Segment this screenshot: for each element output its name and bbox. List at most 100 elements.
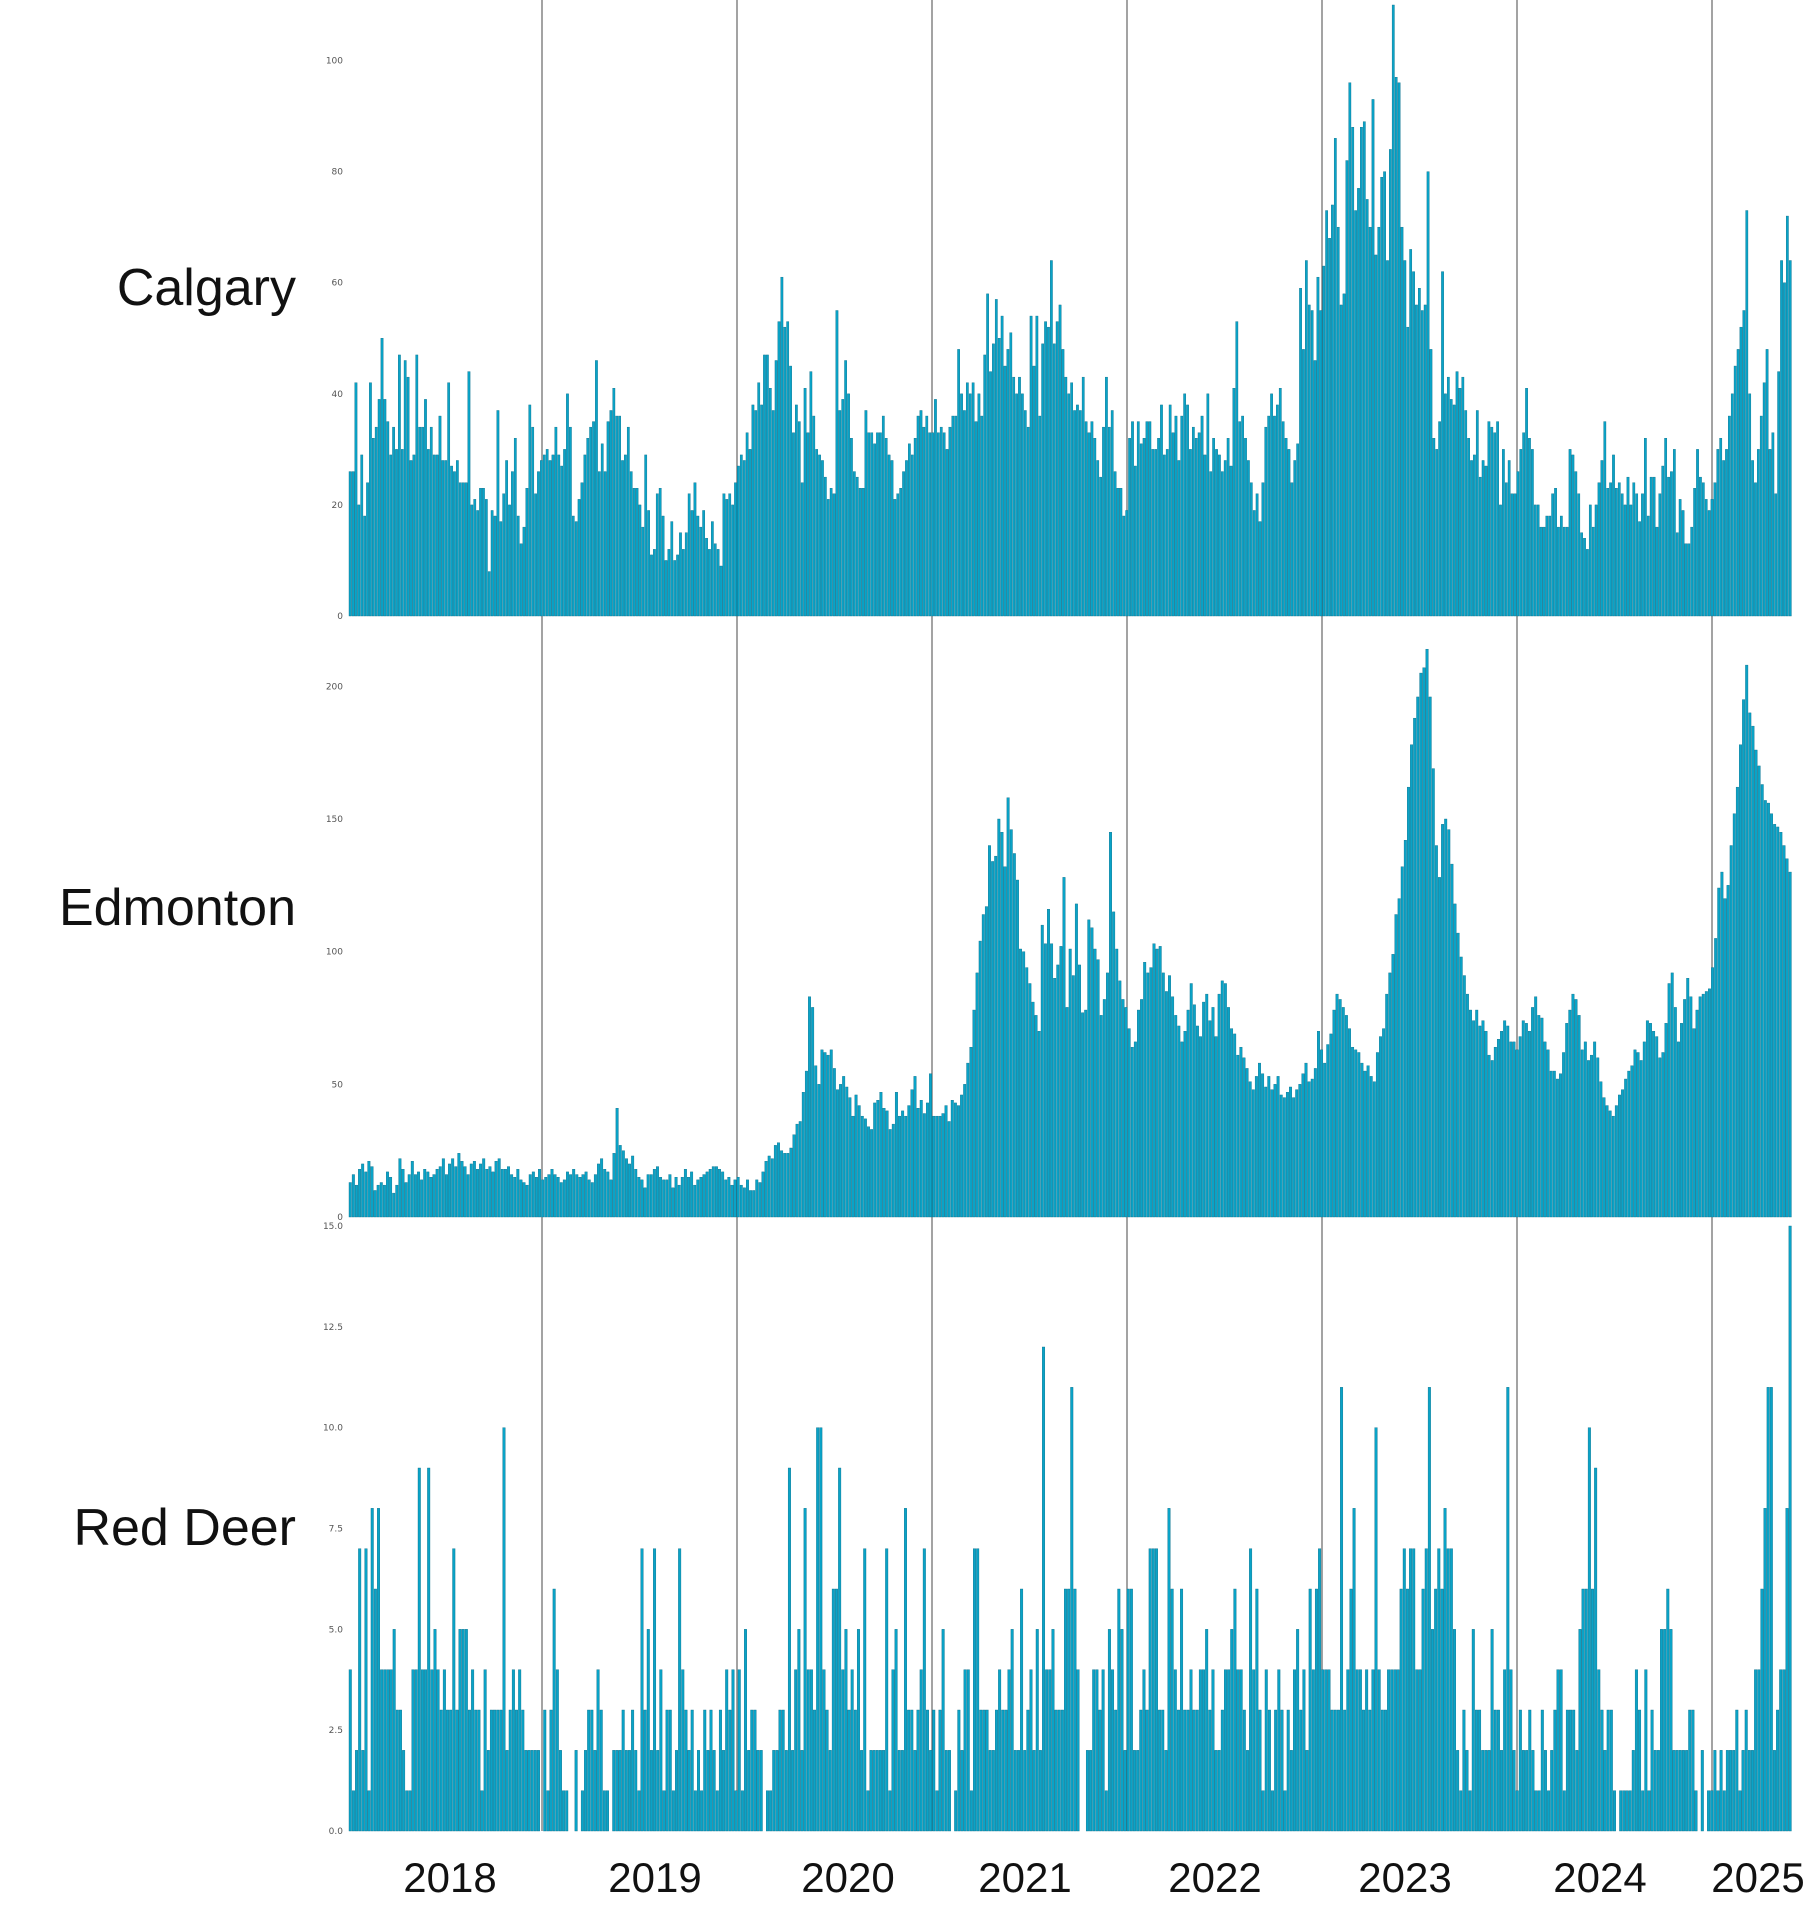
bar [1385, 993, 1389, 1218]
bar [876, 1100, 880, 1218]
bar [1783, 282, 1786, 617]
bar [1503, 1020, 1507, 1218]
bar [1447, 829, 1451, 1218]
bar [722, 493, 726, 617]
bar [429, 426, 433, 617]
bar [747, 1750, 751, 1832]
bar [1606, 1709, 1610, 1832]
bar [1456, 932, 1460, 1218]
bar [1543, 1750, 1547, 1832]
bar [1487, 1054, 1491, 1218]
city-label-edmonton: Edmonton [59, 879, 296, 937]
bar [981, 914, 985, 1218]
bar [818, 454, 821, 617]
bar [1249, 482, 1253, 617]
bar [631, 1709, 635, 1832]
bar [1320, 1049, 1324, 1218]
bar [1028, 983, 1032, 1218]
bar [380, 338, 384, 617]
bar [1559, 1669, 1563, 1832]
bar [916, 415, 920, 617]
bar [1124, 1007, 1128, 1218]
bar [1022, 951, 1026, 1218]
bar [1059, 946, 1063, 1218]
bar [358, 1548, 362, 1832]
bar [1360, 1062, 1364, 1218]
bar [973, 1548, 976, 1832]
bar [1416, 696, 1420, 1218]
bar [1299, 288, 1302, 617]
bar [1710, 499, 1714, 617]
bar [1354, 210, 1357, 617]
bar [1599, 1081, 1603, 1218]
bar [603, 471, 607, 617]
bar [1452, 404, 1456, 617]
bar [373, 1588, 377, 1832]
bar [464, 482, 468, 617]
bar [1540, 1017, 1544, 1218]
bar [1003, 365, 1007, 617]
bar [461, 482, 465, 617]
bar [1019, 948, 1022, 1218]
bar [1109, 832, 1112, 1218]
bar [1779, 832, 1783, 1218]
bar [1146, 972, 1150, 1218]
bar [1023, 410, 1027, 617]
bar [519, 543, 523, 617]
bar [1780, 260, 1783, 617]
bar [665, 1709, 669, 1832]
bar [826, 1054, 830, 1218]
ytick-label: 5.0 [329, 1625, 344, 1635]
bar [1120, 1629, 1124, 1832]
bar [1157, 438, 1160, 617]
bar [627, 1750, 631, 1832]
bar [1449, 399, 1453, 617]
bar [386, 1171, 389, 1218]
bar [1180, 415, 1184, 617]
bar [637, 1176, 641, 1218]
bar [1539, 526, 1543, 617]
bar [1167, 1508, 1171, 1832]
bar [777, 1142, 780, 1218]
bar [991, 1750, 995, 1832]
bar [516, 1169, 520, 1218]
bar [1405, 1588, 1409, 1832]
bar [1760, 784, 1764, 1218]
bar [1639, 1060, 1643, 1218]
bar [502, 493, 506, 617]
bar [780, 276, 784, 617]
bar [351, 1790, 355, 1832]
bar [505, 460, 508, 617]
bar [832, 1068, 836, 1218]
bar [1593, 1041, 1597, 1218]
bar [941, 1113, 945, 1218]
bar [759, 1750, 763, 1832]
bar [766, 354, 769, 617]
bar [361, 1163, 365, 1218]
bar [1481, 1750, 1485, 1832]
bar [455, 1709, 459, 1832]
bar [634, 1750, 638, 1832]
bar [1695, 1009, 1699, 1218]
bar [643, 1187, 647, 1218]
bar [1223, 460, 1227, 617]
bar [389, 1176, 393, 1218]
bar [1462, 1709, 1466, 1832]
bar [1336, 1709, 1340, 1832]
bar [1015, 879, 1019, 1218]
bar [542, 454, 546, 617]
bar [992, 343, 995, 617]
bar [1168, 975, 1171, 1218]
bar [1154, 1548, 1158, 1832]
bar [699, 526, 703, 617]
bar [712, 1750, 716, 1832]
bar [1102, 999, 1106, 1218]
bar [562, 1790, 566, 1832]
bar [1513, 493, 1517, 617]
bar [485, 1169, 489, 1218]
bar [1642, 1041, 1646, 1218]
bar [708, 1169, 712, 1218]
bar [1245, 1750, 1249, 1832]
bar [1484, 1031, 1488, 1218]
bar [565, 1790, 569, 1832]
